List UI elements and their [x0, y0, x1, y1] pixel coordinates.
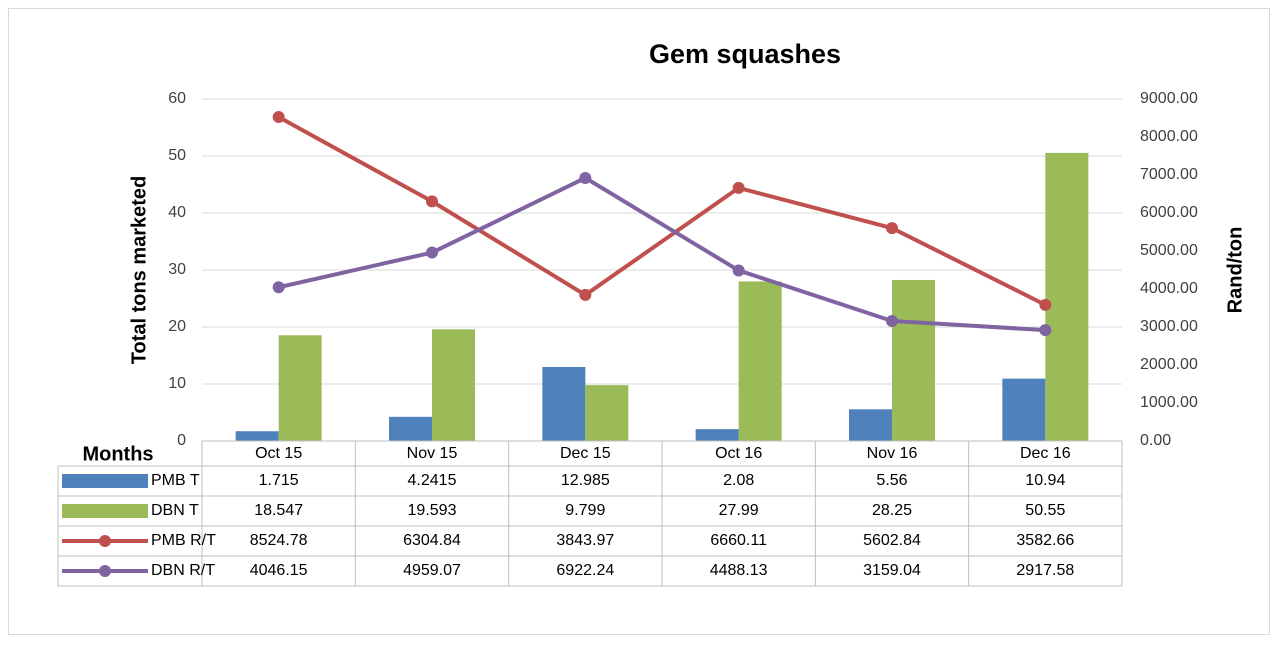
table-cell: 27.99	[719, 502, 759, 519]
bar	[1002, 378, 1046, 441]
legend-key	[62, 504, 148, 518]
table-cell: 28.25	[872, 502, 912, 519]
table-cell: 3843.97	[556, 532, 614, 549]
y-tick-label: 60	[168, 90, 186, 107]
table-cell: 4046.15	[250, 562, 308, 579]
table-cell: 3582.66	[1016, 532, 1074, 549]
table-cell: 6660.11	[710, 532, 767, 549]
table-cell: 4488.13	[710, 562, 768, 579]
bar	[542, 366, 586, 441]
y2-tick-label: 3000.00	[1140, 318, 1198, 335]
marker	[579, 288, 592, 301]
table-cell: 6922.24	[556, 562, 614, 579]
bar	[278, 335, 322, 441]
y2-tick-label: 8000.00	[1140, 128, 1198, 145]
bar	[432, 329, 475, 441]
y2-tick-label: 7000.00	[1140, 166, 1198, 183]
legend-key	[99, 565, 111, 577]
marker	[732, 264, 745, 277]
marker	[426, 246, 438, 259]
legend-key	[99, 535, 111, 547]
table-cell: 12.985	[561, 472, 610, 489]
x-tick-label: Oct 15	[255, 445, 302, 462]
y2-tick-label: 0.00	[1140, 432, 1171, 449]
x-tick-label: Nov 16	[867, 445, 918, 462]
x-tick-label: Oct 16	[715, 445, 762, 462]
bar	[738, 281, 782, 441]
bar	[1045, 152, 1089, 442]
marker	[886, 314, 898, 327]
table-cell: 18.547	[254, 502, 303, 519]
x-tick-label: Dec 15	[560, 445, 611, 462]
y2-tick-label: 5000.00	[1140, 242, 1198, 259]
y2-tick-label: 6000.00	[1140, 204, 1198, 221]
y2-tick-label: 2000.00	[1140, 356, 1198, 373]
bar	[389, 416, 432, 441]
line	[277, 115, 1047, 307]
marker	[1039, 324, 1052, 337]
table-cell: 1.715	[259, 472, 299, 489]
chart-title: Gem squashes	[649, 39, 841, 69]
y-tick-label: 0	[177, 432, 186, 449]
table-cell: 4.2415	[408, 472, 457, 489]
table-cell: 5602.84	[863, 532, 921, 549]
table-cell: 3159.04	[863, 562, 921, 579]
y-tick-label: 30	[168, 261, 186, 278]
table-cell: 10.94	[1025, 472, 1065, 489]
marker	[426, 195, 438, 208]
y-tick-label: 20	[168, 318, 186, 335]
legend-label: DBN T	[151, 502, 199, 519]
marker	[272, 281, 285, 294]
bar	[849, 409, 892, 441]
legend-label: DBN R/T	[151, 562, 215, 579]
y2-tick-label: 9000.00	[1140, 90, 1198, 107]
line	[278, 175, 1046, 333]
table-cell: 2917.58	[1016, 562, 1074, 579]
table-cell: 4959.07	[403, 562, 461, 579]
x-tick-label: Nov 15	[407, 445, 458, 462]
x-tick-label: Dec 16	[1020, 445, 1071, 462]
bar	[235, 431, 279, 441]
legend-key	[62, 474, 148, 488]
y-tick-label: 50	[168, 147, 186, 164]
bar	[892, 279, 935, 441]
y2-tick-label: 4000.00	[1140, 280, 1198, 297]
table-header: Months	[82, 443, 153, 465]
legend-label: PMB T	[151, 472, 200, 489]
legend-label: PMB R/T	[151, 532, 216, 549]
y2-tick-label: 1000.00	[1140, 394, 1198, 411]
marker	[1039, 298, 1052, 311]
marker	[732, 181, 745, 194]
table-cell: 6304.84	[403, 532, 461, 549]
y-axis-title: Total tons marketed	[128, 176, 150, 365]
marker	[579, 171, 592, 184]
marker	[886, 222, 898, 235]
bar	[585, 385, 629, 441]
y2-axis-title: Rand/ton	[1224, 227, 1246, 314]
table-cell: 50.55	[1025, 502, 1065, 519]
table-cell: 8524.78	[250, 532, 308, 549]
table-cell: 2.08	[723, 472, 754, 489]
table-cell: 5.56	[876, 472, 907, 489]
table-cell: 9.799	[565, 502, 605, 519]
y-tick-label: 10	[168, 375, 186, 392]
table-cell: 19.593	[408, 502, 457, 519]
bar	[695, 429, 739, 441]
y-tick-label: 40	[168, 204, 186, 221]
marker	[272, 111, 285, 124]
